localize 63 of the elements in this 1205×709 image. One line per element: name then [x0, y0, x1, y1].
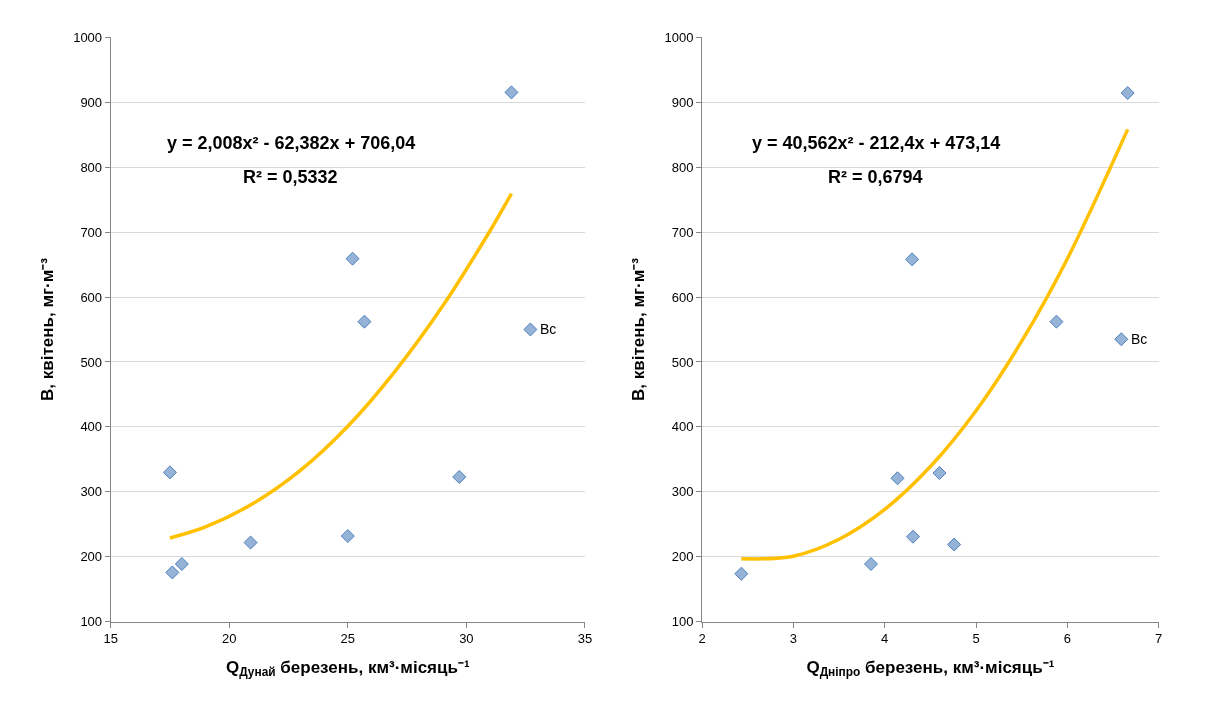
annotation: Bc [1131, 331, 1148, 347]
x-tick-label: 5 [972, 631, 980, 647]
y-tick-label: 300 [671, 484, 694, 500]
y-tick-label: 200 [671, 549, 694, 565]
y-tick-label: 1000 [73, 29, 103, 45]
x-tick-label: 25 [340, 631, 356, 647]
y-tick-label: 100 [671, 614, 694, 630]
x-tick-label: 3 [789, 631, 797, 647]
point [243, 535, 258, 550]
point [523, 322, 538, 337]
y-tick-label: 800 [671, 159, 694, 175]
line-series [739, 127, 1130, 561]
x-tick-label: 15 [103, 631, 118, 647]
y-tick-label: 900 [671, 94, 694, 110]
x-axis-title: Q$_{Дніпро}$ березень, км³·місяць⁻¹ [806, 657, 1055, 680]
point [504, 85, 519, 100]
point [1114, 332, 1129, 347]
x-tick-label: 4 [881, 631, 889, 647]
annotation: y = 2,008x² - 62,382x + 706,04 [167, 133, 416, 153]
y-tick-label: 300 [80, 484, 103, 500]
y-tick-label: 700 [80, 224, 103, 240]
y-axis-title: B, квітень, мг·м⁻³ [629, 257, 649, 401]
x-tick-label: 7 [1155, 631, 1163, 647]
x-axis-title: Q$_{Дунай}$ березень, км³·місяць⁻¹ [226, 657, 470, 680]
y-tick-label: 800 [80, 159, 103, 175]
y-tick-label: 500 [80, 354, 103, 370]
y-tick-label: 600 [80, 289, 103, 305]
annotation: Bc [540, 321, 557, 337]
y-tick-label: 1000 [664, 29, 694, 45]
point [947, 537, 962, 552]
point [1120, 86, 1135, 101]
point [174, 556, 189, 571]
annotation: R² = 0,5332 [243, 167, 338, 187]
x-tick-label: 20 [222, 631, 237, 647]
y-tick-label: 400 [80, 419, 103, 435]
y-tick-label: 100 [80, 614, 103, 630]
point [932, 466, 947, 481]
y-tick-label: 200 [80, 549, 103, 565]
annotation: R² = 0,6794 [828, 167, 923, 187]
y-tick-label: 600 [671, 289, 694, 305]
y-axis-title: B, квітень, мг·м⁻³ [37, 257, 57, 401]
point [165, 565, 180, 580]
point [1049, 314, 1064, 329]
annotation: y = 40,562x² - 212,4x + 473,14 [752, 133, 1001, 153]
point [906, 529, 921, 544]
point [734, 566, 749, 581]
point [345, 251, 360, 266]
point [905, 252, 920, 267]
x-tick-label: 30 [459, 631, 474, 647]
point [452, 469, 467, 484]
point [340, 529, 355, 544]
point [357, 314, 372, 329]
x-tick-label: 6 [1063, 631, 1071, 647]
line-series [168, 191, 514, 540]
y-tick-label: 700 [671, 224, 694, 240]
x-tick-label: 2 [698, 631, 706, 647]
y-tick-label: 400 [671, 419, 694, 435]
y-tick-label: 900 [80, 94, 103, 110]
point [162, 465, 177, 480]
point [890, 471, 905, 486]
point [864, 556, 879, 571]
x-tick-label: 35 [577, 631, 593, 647]
y-tick-label: 500 [671, 354, 694, 370]
